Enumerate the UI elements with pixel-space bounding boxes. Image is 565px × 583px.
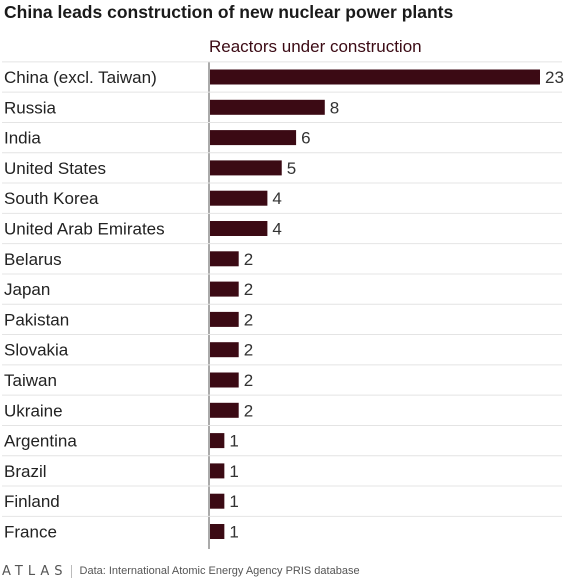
value-label: 1 xyxy=(229,462,238,481)
value-label: 2 xyxy=(244,341,253,360)
category-label: India xyxy=(4,129,41,148)
bar xyxy=(210,311,239,327)
value-label: 2 xyxy=(244,250,253,269)
value-label: 1 xyxy=(229,523,238,542)
bar-chart: Reactors under construction China (excl.… xyxy=(2,37,564,549)
bar xyxy=(210,190,268,206)
footer-divider xyxy=(70,564,72,578)
bar xyxy=(210,493,225,509)
value-label: 2 xyxy=(244,371,253,390)
bar xyxy=(210,69,540,85)
category-label: United Arab Emirates xyxy=(4,220,165,239)
category-label: China (excl. Taiwan) xyxy=(4,68,157,87)
category-label: United States xyxy=(4,159,106,178)
source-note: Data: International Atomic Energy Agency… xyxy=(79,565,360,577)
category-label: Japan xyxy=(4,280,50,299)
bar xyxy=(210,402,239,418)
category-label: Belarus xyxy=(4,250,62,269)
category-label: Russia xyxy=(4,98,57,117)
category-label: South Korea xyxy=(4,189,99,208)
category-label: Ukraine xyxy=(4,401,63,420)
bar xyxy=(210,251,239,267)
bar xyxy=(210,433,225,449)
series-label: Reactors under construction xyxy=(209,37,422,56)
category-label: Argentina xyxy=(4,432,77,451)
value-label: 2 xyxy=(244,310,253,329)
category-label: Slovakia xyxy=(4,341,69,360)
bar-rows: China (excl. Taiwan) 23 Russia 8 India 6 Unite… xyxy=(2,61,564,542)
bar xyxy=(210,160,282,176)
brand-logo: ATLAS xyxy=(2,563,68,579)
value-label: 6 xyxy=(301,129,310,148)
category-label: Brazil xyxy=(4,462,47,481)
value-label: 4 xyxy=(272,220,281,239)
bar xyxy=(210,130,297,146)
bar xyxy=(210,281,239,297)
value-label: 4 xyxy=(272,189,281,208)
bar xyxy=(210,99,325,115)
value-label: 2 xyxy=(244,401,253,420)
bar xyxy=(210,342,239,358)
value-label: 5 xyxy=(287,159,296,178)
chart-title: China leads construction of new nuclear … xyxy=(4,2,454,22)
bar xyxy=(210,372,239,388)
footer: ATLAS Data: International Atomic Energy … xyxy=(2,562,360,580)
value-label: 8 xyxy=(330,98,339,117)
value-label: 23 xyxy=(545,68,564,87)
category-label: Finland xyxy=(4,492,60,511)
category-label: Pakistan xyxy=(4,310,69,329)
value-label: 1 xyxy=(229,432,238,451)
category-label: Taiwan xyxy=(4,371,57,390)
bar xyxy=(210,463,225,479)
value-label: 2 xyxy=(244,280,253,299)
category-label: France xyxy=(4,523,57,542)
value-label: 1 xyxy=(229,492,238,511)
bar xyxy=(210,524,225,539)
bar xyxy=(210,221,268,236)
